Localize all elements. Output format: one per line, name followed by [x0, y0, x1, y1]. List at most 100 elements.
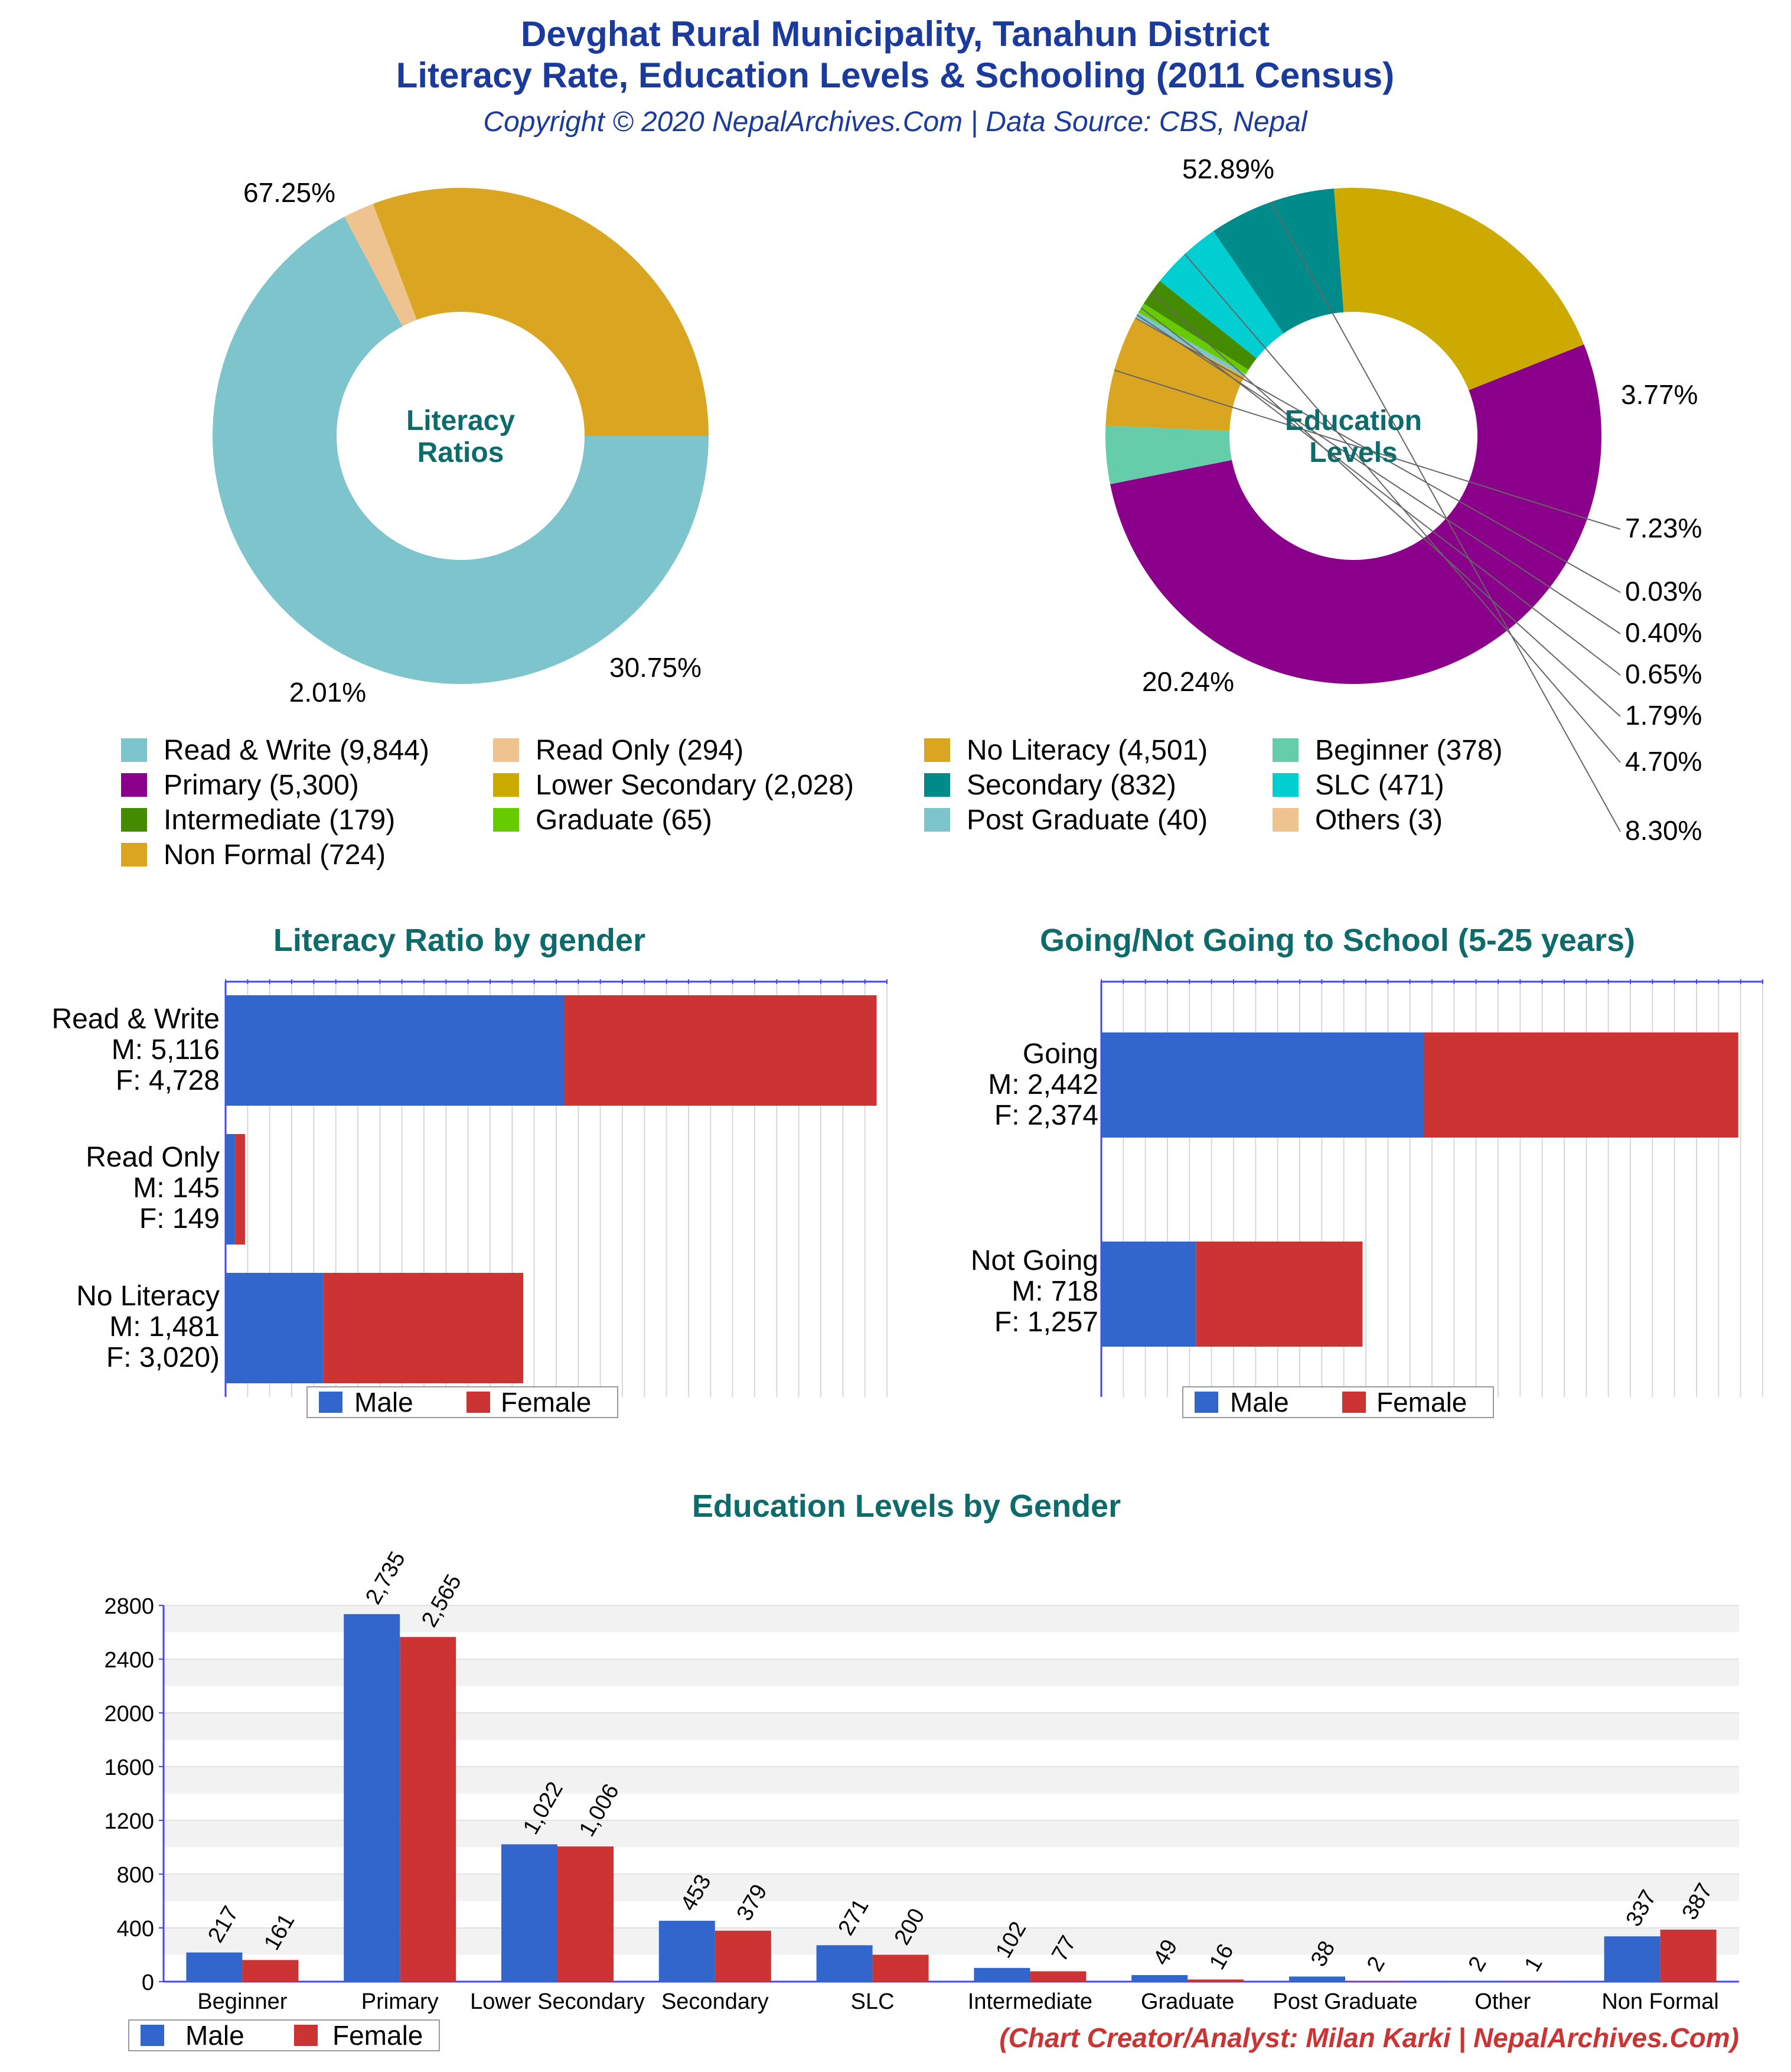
category-label: Not Going [971, 1245, 1098, 1276]
value-label: 2,735 [361, 1548, 410, 1608]
bar-male [1289, 1976, 1345, 1982]
legend-swatch [493, 738, 519, 762]
pct-label: 8.30% [1625, 815, 1702, 846]
legend-swatch [121, 738, 147, 762]
legend-label: Primary (5,300) [164, 770, 359, 801]
pie-legend: Read & Write (9,844) Read Only (294) No Li… [121, 735, 1503, 871]
legend-female-label: Female [501, 1387, 591, 1418]
legend-swatch [1273, 773, 1299, 797]
legend-swatch [924, 773, 950, 797]
legend-label: No Literacy (4,501) [967, 735, 1208, 766]
bar-female [1424, 1032, 1738, 1138]
bar-female [1188, 1979, 1244, 1982]
pct-label: 52.89% [1182, 154, 1274, 184]
pct-label: 67.25% [243, 177, 335, 208]
slice-beginner [1105, 425, 1232, 484]
legend-label: Secondary (832) [967, 770, 1176, 801]
legend-female-label: Female [332, 2020, 423, 2051]
legend-swatch [924, 808, 950, 832]
slice-read-only [344, 204, 417, 327]
legend-box [1182, 1386, 1494, 1418]
bar-male [658, 1920, 715, 1982]
school-going-title: Going/Not Going to School (5-25 years) [1040, 923, 1635, 958]
legend-box [128, 2019, 440, 2051]
title-line1: Devghat Rural Municipality, Tanahun Dist… [521, 14, 1270, 54]
bar-male [186, 1952, 243, 1982]
pct-label: 3.77% [1621, 379, 1698, 410]
bar-female [557, 1846, 614, 1982]
legend-male-label: Male [1230, 1387, 1289, 1418]
slice-read-write [213, 216, 709, 685]
slice-primary [1110, 344, 1601, 684]
bar-female [715, 1930, 771, 1982]
legend-label: SLC (471) [1315, 770, 1444, 801]
pct-label: 20.24% [1142, 666, 1234, 697]
legend-label: Read Only (294) [536, 735, 743, 766]
slice-intermediate [1143, 281, 1257, 370]
slice-secondary [1213, 188, 1344, 334]
category-label: F: 149 [139, 1203, 220, 1234]
legend-label: Intermediate (179) [164, 804, 395, 836]
bar-male [344, 1614, 400, 1982]
literacy-by-gender-title: Literacy Ratio by gender [273, 923, 645, 958]
x-tick-label: Secondary [661, 1989, 769, 2014]
category-label: F: 1,257 [994, 1307, 1098, 1338]
bar-female [323, 1273, 524, 1383]
legend-female-label: Female [1376, 1387, 1467, 1418]
bar-female [1660, 1929, 1717, 1982]
x-tick-label: Lower Secondary [470, 1989, 645, 2014]
bar-male [816, 1945, 873, 1982]
bar-female [563, 995, 877, 1106]
slice-no-literacy [373, 188, 709, 436]
legend-female-swatch [1342, 1392, 1366, 1413]
value-label: 102 [991, 1917, 1031, 1962]
pct-label: 4.70% [1625, 746, 1702, 777]
legend-male-swatch [1195, 1392, 1218, 1413]
bar-male [1604, 1936, 1660, 1982]
y-tick-label: 0 [142, 1970, 154, 1995]
legend-box [306, 1386, 618, 1418]
subtitle: Copyright © 2020 NepalArchives.Com | Dat… [483, 106, 1307, 138]
bar-female [400, 1637, 456, 1982]
value-label: 2 [1464, 1953, 1492, 1976]
x-tick-label: Other [1474, 1989, 1531, 2014]
bar-male [226, 1134, 236, 1244]
category-label: Read & Write [51, 1004, 220, 1035]
legend-swatch [493, 808, 519, 832]
category-label: M: 2,442 [988, 1069, 1098, 1100]
bar-male [1101, 1242, 1196, 1347]
legend-label: Post Graduate (40) [967, 804, 1208, 836]
legend-male-label: Male [354, 1387, 413, 1418]
legend-swatch [121, 773, 147, 797]
slice-graduate [1138, 303, 1249, 374]
y-tick-label: 2800 [104, 1594, 154, 1619]
legend-label: Graduate (65) [536, 804, 712, 836]
bar-female [242, 1960, 299, 1982]
pct-label: 2.01% [289, 677, 366, 708]
legend-swatch [1273, 808, 1299, 832]
legend-label: Beginner (378) [1315, 735, 1503, 766]
x-tick-label: Non Formal [1601, 1989, 1719, 2014]
x-tick-label: Intermediate [968, 1989, 1092, 2014]
x-tick-label: Post Graduate [1273, 1989, 1417, 2014]
legend-swatch [924, 738, 950, 762]
pct-label: 1.79% [1625, 700, 1702, 731]
leader-line [1270, 201, 1621, 832]
grid-band [164, 1605, 1739, 1633]
category-label: M: 718 [1012, 1276, 1098, 1307]
legend-swatch [121, 843, 147, 866]
legend-label: Lower Secondary (2,028) [536, 770, 854, 801]
education-by-gender-title: Education Levels by Gender [692, 1488, 1121, 1524]
x-tick-label: Graduate [1141, 1989, 1234, 2014]
legend-label: Others (3) [1315, 804, 1443, 836]
pct-label: 0.65% [1625, 659, 1702, 689]
y-tick-label: 1200 [104, 1809, 154, 1834]
leader-line [1151, 291, 1621, 717]
x-tick-label: Primary [361, 1989, 439, 2014]
center-label-line2: Levels [1309, 437, 1397, 468]
bar-male [1101, 1032, 1425, 1138]
legend-male-swatch [141, 2025, 164, 2046]
title-line2: Literacy Rate, Education Levels & School… [396, 56, 1395, 95]
